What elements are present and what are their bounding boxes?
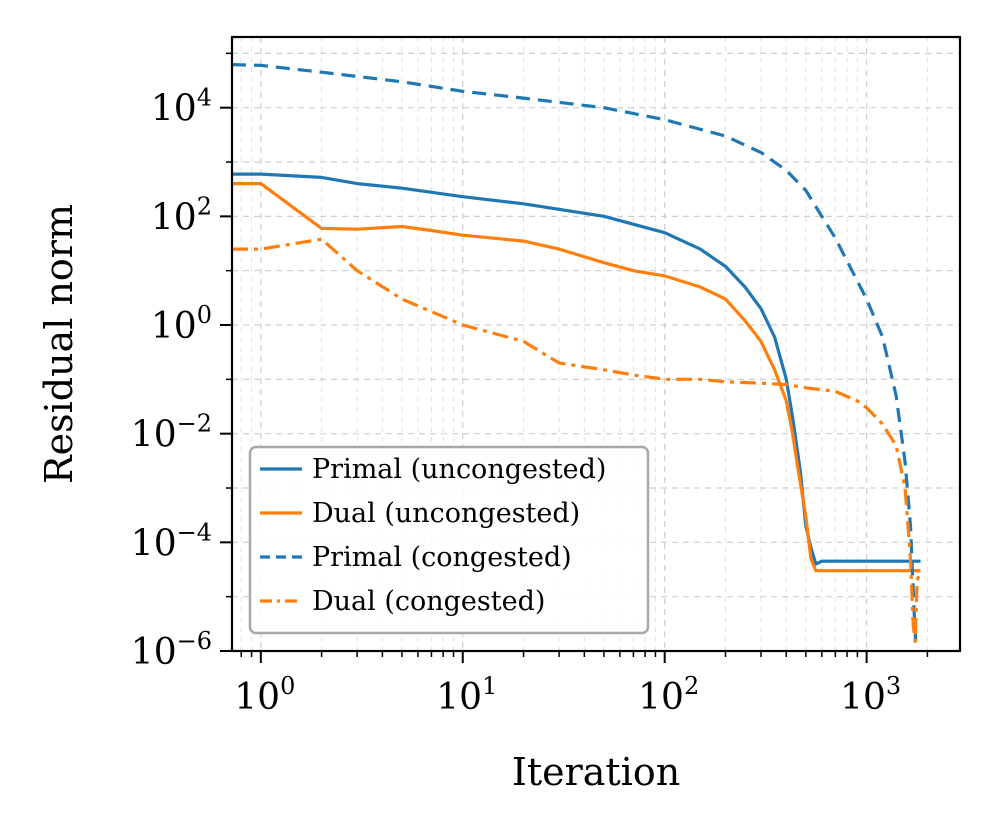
series-line-2 (232, 182, 921, 573)
series-layer (232, 63, 923, 643)
legend-label-4: Dual (congested) (312, 586, 545, 617)
y-tick-label: 100 (151, 301, 212, 347)
x-tick-label: 102 (638, 672, 699, 718)
y-tick-label: 10−2 (131, 410, 212, 456)
legend-label-2: Dual (uncongested) (312, 498, 580, 529)
legend: Primal (uncongested) Dual (uncongested) Pr… (248, 445, 650, 635)
x-tick-label: 103 (840, 672, 901, 718)
legend-label-1: Primal (uncongested) (312, 454, 606, 485)
x-tick-label: 101 (436, 672, 497, 718)
series-line-3 (232, 63, 918, 642)
series-line-4 (232, 237, 923, 643)
axis-ticks: 100 101 102 103 10−6 10−4 10−2 100 102 104 (131, 52, 929, 718)
series-line-1 (232, 172, 921, 566)
x-axis-label: Iteration (512, 750, 680, 794)
y-tick-label: 10−6 (131, 627, 212, 673)
y-tick-label: 102 (151, 192, 212, 238)
x-tick-label: 100 (234, 672, 295, 718)
y-tick-label: 104 (151, 84, 212, 130)
legend-label-3: Primal (congested) (312, 542, 572, 573)
plot-frame (230, 35, 962, 653)
y-tick-label: 10−4 (131, 518, 212, 564)
legend-box (248, 445, 650, 635)
y-axis-label: Residual norm (37, 204, 81, 484)
